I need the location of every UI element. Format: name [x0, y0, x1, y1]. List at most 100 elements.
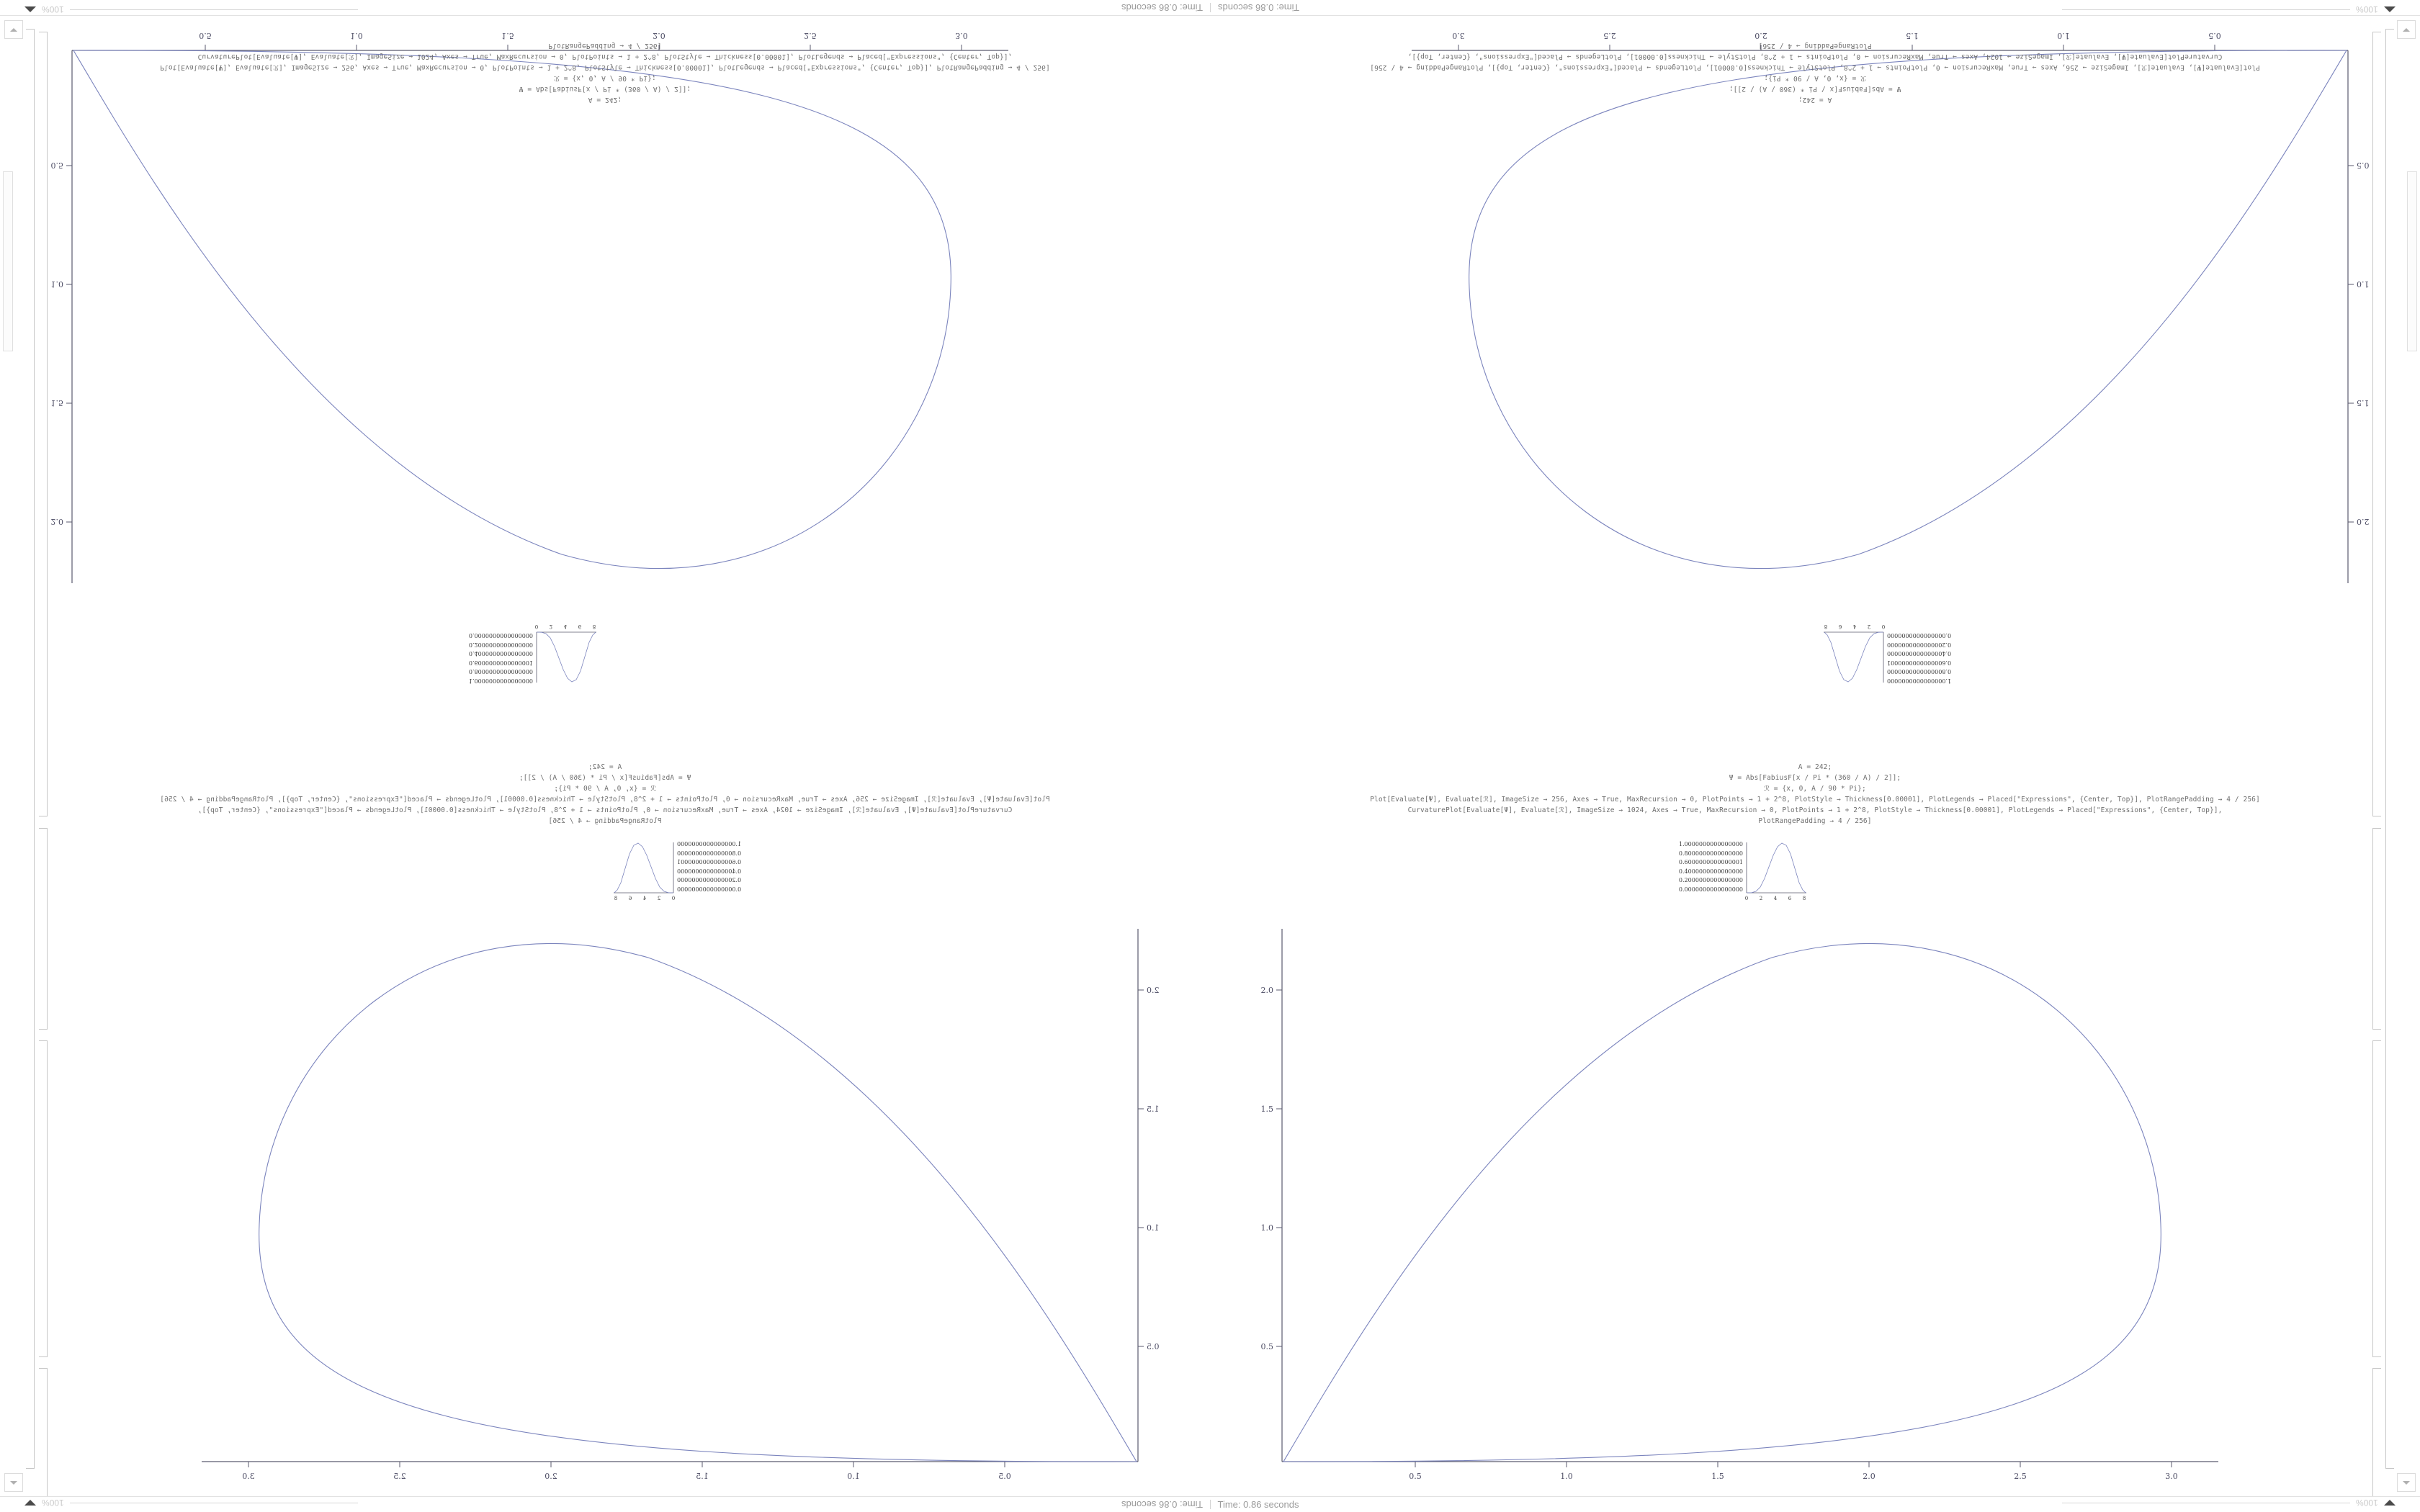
triangle-down-icon[interactable] — [24, 6, 36, 12]
code-block-left[interactable]: A = 242; Ψ = Abs[FabiusF[x / Pi * (360 /… — [0, 762, 1210, 827]
notebook-page-left: A = 242; Ψ = Abs[FabiusF[x / Pi * (360 /… — [0, 756, 1210, 1496]
triangle-down-icon[interactable] — [2384, 6, 2396, 12]
svg-text:8: 8 — [614, 896, 617, 901]
notebook-page-rotated-left: 0.5 1.0 1.5 2.0 0.5 1.0 1.5 2.0 2.5 3.0 … — [0, 16, 1210, 756]
cell-bracket-inner-left-d[interactable] — [39, 1368, 48, 1505]
svg-text:2: 2 — [658, 896, 660, 901]
cell-bracket-outer-left[interactable] — [26, 29, 35, 1469]
cell-bracket-outer-right[interactable] — [2385, 29, 2394, 1469]
code-line-plotrangepadding: PlotRangePadding → 4 / 256] — [548, 42, 662, 50]
cell-bracket-inner-right-c[interactable] — [2372, 1040, 2381, 1357]
svg-text:2.0: 2.0 — [51, 517, 64, 526]
curvature-plot-left-rotated[interactable]: 0.5 1.0 1.5 2.0 0.5 1.0 1.5 2.0 2.5 3.0 — [14, 29, 1023, 598]
scrollbar-left[interactable] — [3, 42, 13, 1467]
scrollbar-right[interactable] — [2407, 42, 2417, 1467]
svg-text:0.5: 0.5 — [51, 161, 64, 170]
status-divider-bottom — [1209, 1500, 1211, 1509]
cell-bracket-inner-right-a[interactable] — [2372, 32, 2381, 816]
svg-text:1.5: 1.5 — [51, 398, 64, 408]
zoom-widget-bottom-right[interactable]: 100% — [2062, 1498, 2396, 1508]
scroll-up-button-left[interactable] — [4, 20, 23, 39]
svg-text:2.5: 2.5 — [2014, 1472, 2027, 1481]
svg-text:4: 4 — [564, 624, 568, 629]
cell-bracket-inner-right-b[interactable] — [2372, 828, 2381, 1030]
code-line-plot: Plot[Evaluate[Ψ], Evaluate[ℛ], ImageSize… — [1370, 63, 2260, 71]
curvature-plot-right-rotated[interactable]: 0.5 1.0 1.5 2.0 0.5 1.0 1.5 2.0 2.5 3.0 — [1397, 29, 2406, 598]
cell-bracket-inner-left-c[interactable] — [39, 1040, 48, 1357]
svg-text:0.5: 0.5 — [998, 1472, 1011, 1481]
code-line-plot: Plot[Evaluate[Ψ], Evaluate[ℛ], ImageSize… — [1370, 796, 2260, 804]
svg-text:1.0: 1.0 — [1560, 1472, 1573, 1481]
svg-text:4: 4 — [1774, 896, 1778, 901]
svg-text:2: 2 — [1760, 896, 1762, 901]
code-block-right-rotated[interactable]: A = 242; Ψ = Abs[FabiusF[x / Pi * (360 /… — [1210, 40, 2420, 105]
cell-bracket-inner-left-b[interactable] — [39, 828, 48, 1030]
scroll-down-button-right[interactable] — [2397, 1473, 2416, 1492]
zoom-widget-top-left[interactable]: 100% — [24, 4, 358, 14]
svg-text:2.0: 2.0 — [1863, 1472, 1876, 1481]
svg-text:1.0: 1.0 — [51, 279, 64, 289]
thumbnail-plot-right-rotated[interactable]: 1.0000000000000000 0.8000000000000000 0.6… — [1822, 619, 1995, 684]
thumbnail-svg: 0 2 4 6 8 — [1824, 624, 1885, 683]
code-line-curvatureplot: CurvaturePlot[Evaluate[Ψ], Evaluate[ℛ], … — [1407, 806, 2223, 814]
svg-text:6: 6 — [1838, 624, 1842, 629]
scroll-up-button-right[interactable] — [2397, 20, 2416, 39]
scroll-down-arrow-icon — [10, 1480, 17, 1485]
svg-text:1.0: 1.0 — [2057, 31, 2070, 40]
thumbnail-y-labels: 1.0000000000000000 0.8000000000000000 0.6… — [677, 841, 742, 893]
triangle-up-icon[interactable] — [24, 1500, 36, 1506]
svg-text:2.0: 2.0 — [1147, 986, 1160, 995]
code-line-var-a: A = 242; — [1798, 763, 1832, 771]
svg-text:4: 4 — [1852, 624, 1856, 629]
svg-text:3.0: 3.0 — [955, 31, 968, 40]
status-divider — [1209, 3, 1211, 12]
status-time-bottom: Time: 0.86 seconds — [1217, 1499, 1299, 1510]
cell-bracket-inner-left-a[interactable] — [39, 32, 48, 816]
zoom-level-label-bl: 100% — [42, 1498, 64, 1508]
svg-text:0.5: 0.5 — [2357, 161, 2370, 170]
code-block-left-rotated[interactable]: A = 242; Ψ = Abs[FabiusF[x / Pi * (360 /… — [0, 40, 1210, 105]
svg-text:2.5: 2.5 — [393, 1472, 406, 1481]
svg-text:0: 0 — [1745, 896, 1748, 901]
scrollbar-thumb-left[interactable] — [3, 171, 13, 351]
svg-text:1.5: 1.5 — [1147, 1104, 1160, 1114]
thumbnail-y-labels: 1.0000000000000000 0.8000000000000000 0.6… — [1887, 632, 1952, 684]
scroll-up-arrow-icon — [10, 27, 17, 32]
zoom-widget-top-right[interactable]: 100% — [2062, 4, 2396, 14]
svg-text:1.0: 1.0 — [1147, 1223, 1160, 1233]
svg-text:1.5: 1.5 — [501, 31, 514, 40]
zoom-level-label-br: 100% — [2356, 1498, 2378, 1508]
status-time-mirrored-bottom: Time: 0.86 seconds — [1121, 1499, 1203, 1510]
thumbnail-plot-left-rotated[interactable]: 1.0000000000000000 0.8000000000000000 0.6… — [425, 619, 598, 684]
svg-text:1.0: 1.0 — [1261, 1223, 1274, 1233]
scroll-down-button-left[interactable] — [4, 1473, 23, 1492]
svg-text:6: 6 — [628, 896, 632, 901]
zoom-level-label-tl: 100% — [42, 4, 64, 14]
svg-text:2.0: 2.0 — [1261, 986, 1274, 995]
code-block-right[interactable]: A = 242; Ψ = Abs[FabiusF[x / Pi * (360 /… — [1210, 762, 2420, 827]
svg-text:1.0: 1.0 — [2357, 279, 2370, 289]
notebook-page-rotated-right: 0.5 1.0 1.5 2.0 0.5 1.0 1.5 2.0 2.5 3.0 … — [1210, 16, 2420, 756]
thumbnail-svg: 0 2 4 6 8 — [614, 842, 675, 901]
code-line-var-psi: Ψ = Abs[FabiusF[x / Pi * (360 / A) / 2]]… — [1729, 774, 1901, 782]
curvature-plot-right[interactable]: 0.5 1.0 1.5 2.0 0.5 1.0 1.5 2.0 2.5 3.0 — [1224, 914, 2233, 1483]
code-line-var-psi: Ψ = Abs[FabiusF[x / Pi * (360 / A) / 2]]… — [1729, 85, 1901, 93]
code-line-var-range: ℛ = {x, 0, A / 90 * Pi}; — [1764, 74, 1866, 82]
svg-text:8: 8 — [1803, 896, 1806, 901]
triangle-up-icon[interactable] — [2384, 1500, 2396, 1506]
svg-text:2.0: 2.0 — [653, 31, 666, 40]
thumbnail-y-labels: 1.0000000000000000 0.8000000000000000 0.6… — [1678, 841, 1743, 893]
curvature-plot-left[interactable]: 0.5 1.0 1.5 2.0 0.5 1.0 1.5 2.0 2.5 3.0 — [187, 914, 1196, 1483]
svg-text:2.5: 2.5 — [804, 31, 817, 40]
thumbnail-plot-left[interactable]: 1.0000000000000000 0.8000000000000000 0.6… — [612, 841, 785, 906]
thumbnail-plot-right[interactable]: 1.0000000000000000 0.8000000000000000 0.6… — [1635, 841, 1808, 906]
code-line-var-psi: Ψ = Abs[FabiusF[x / Pi * (360 / A) / 2]]… — [519, 774, 691, 782]
scroll-down-arrow-icon — [2403, 1480, 2410, 1485]
scrollbar-thumb-right[interactable] — [2407, 171, 2417, 351]
svg-text:4: 4 — [642, 896, 646, 901]
zoom-widget-bottom-left[interactable]: 100% — [24, 1498, 358, 1508]
svg-text:0: 0 — [1882, 624, 1885, 629]
code-line-plotrangepadding: PlotRangePadding → 4 / 256] — [548, 817, 662, 825]
svg-text:1.5: 1.5 — [696, 1472, 709, 1481]
cell-bracket-inner-right-d[interactable] — [2372, 1368, 2381, 1505]
